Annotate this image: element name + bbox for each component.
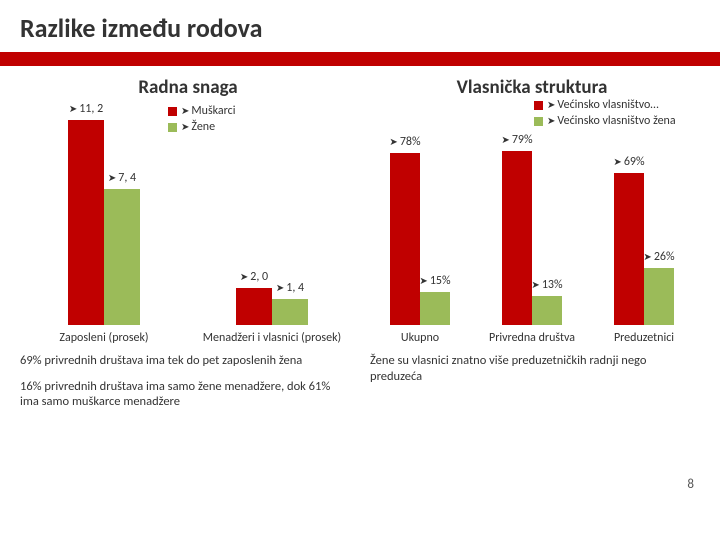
bar-group: 11, 27, 4 [68,120,140,325]
bar: 11, 2 [68,120,104,325]
chart-left: Radna snaga MuškarciŽene 11, 27, 42, 01,… [20,76,356,345]
chart-left-plot: 11, 27, 42, 01, 4 [20,105,356,325]
x-axis-label: Privredna društva [476,331,588,345]
bar-value-label: 79% [501,133,532,147]
chart-right-title: Vlasnička struktura [364,76,700,99]
footnote-text: 69% privrednih društava ima tek do pet z… [20,353,350,369]
chart-left-xaxis: Zaposleni (prosek)Menadžeri i vlasnici (… [20,331,356,345]
footnote-text: 16% privrednih društava ima samo žene me… [20,379,350,410]
bar: 2, 0 [236,288,272,325]
bar: 78% [390,153,420,325]
bar-value-label: 78% [389,135,420,149]
bar: 69% [614,173,644,325]
x-axis-label: Ukupno [364,331,476,345]
bar-group: 2, 01, 4 [236,288,308,325]
page-number: 8 [687,477,694,492]
bar-group: 78%15% [390,153,450,325]
footnote-text: Žene su vlasnici znatno više preduzetnič… [370,353,700,384]
bar: 1, 4 [272,299,308,325]
x-axis-label: Zaposleni (prosek) [20,331,188,345]
bar-value-label: 11, 2 [69,102,103,116]
bar-value-label: 7, 4 [108,171,136,185]
chart-right-plot: 78%15%79%13%69%26% [364,105,700,325]
x-axis-label: Preduzetnici [588,331,700,345]
chart-right-xaxis: UkupnoPrivredna društvaPreduzetnici [364,331,700,345]
bar-group: 79%13% [502,151,562,325]
chart-left-title: Radna snaga [20,76,356,99]
bar-value-label: 13% [531,278,562,292]
bar-value-label: 69% [613,155,644,169]
accent-bar [0,52,720,66]
x-axis-label: Menadžeri i vlasnici (prosek) [188,331,356,345]
bar: 7, 4 [104,189,140,325]
bar: 13% [532,296,562,325]
footnotes: 69% privrednih društava ima tek do pet z… [0,345,720,420]
bar-value-label: 26% [643,250,674,264]
chart-right: Vlasnička struktura Većinsko vlasništvo…… [364,76,700,345]
bar-value-label: 15% [419,274,450,288]
bar: 26% [644,268,674,325]
bar-group: 69%26% [614,173,674,325]
bar: 15% [420,292,450,325]
footnote-left-col: 69% privrednih društava ima tek do pet z… [20,353,350,420]
bar: 79% [502,151,532,325]
slide-title: Razlike između rodova [0,0,720,52]
bar-value-label: 1, 4 [276,281,304,295]
footnote-right-col: Žene su vlasnici znatno više preduzetnič… [370,353,700,420]
bar-value-label: 2, 0 [240,270,268,284]
